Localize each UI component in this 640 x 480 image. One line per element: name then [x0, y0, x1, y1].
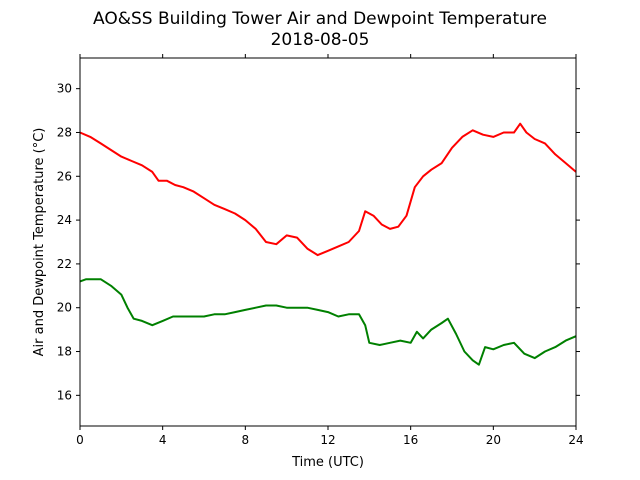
- x-tick-label: 12: [320, 433, 335, 447]
- series-layer: [79, 122, 577, 366]
- chart-subtitle: 2018-08-05: [271, 30, 370, 50]
- y-tick-label: 30: [57, 82, 72, 96]
- x-tick-label: 0: [76, 433, 84, 447]
- y-tick-label: 20: [57, 301, 72, 315]
- y-tick-label: 24: [57, 213, 72, 227]
- x-tick-label: 8: [242, 433, 250, 447]
- x-tick-label: 4: [159, 433, 167, 447]
- x-tick-label: 24: [568, 433, 583, 447]
- y-tick-label: 28: [57, 125, 72, 139]
- ticks-layer: 0 4 8 12 16 20 24 16 18 20 22 24 26 28 30: [57, 54, 584, 447]
- x-tick-label: 16: [403, 433, 418, 447]
- x-axis-label: Time (UTC): [291, 455, 364, 470]
- y-tick-label: 18: [57, 345, 72, 359]
- y-tick-label: 26: [57, 169, 72, 183]
- y-tick-label: 16: [57, 388, 72, 402]
- series-line-2: [79, 278, 577, 366]
- plot-frame: [79, 57, 577, 427]
- chart-title: AO&SS Building Tower Air and Dewpoint Te…: [93, 9, 547, 29]
- y-axis-label: Air and Dewpoint Temperature (°C): [32, 128, 47, 357]
- x-tick-label: 20: [486, 433, 501, 447]
- y-tick-label: 22: [57, 257, 72, 271]
- series-line-1: [79, 122, 577, 257]
